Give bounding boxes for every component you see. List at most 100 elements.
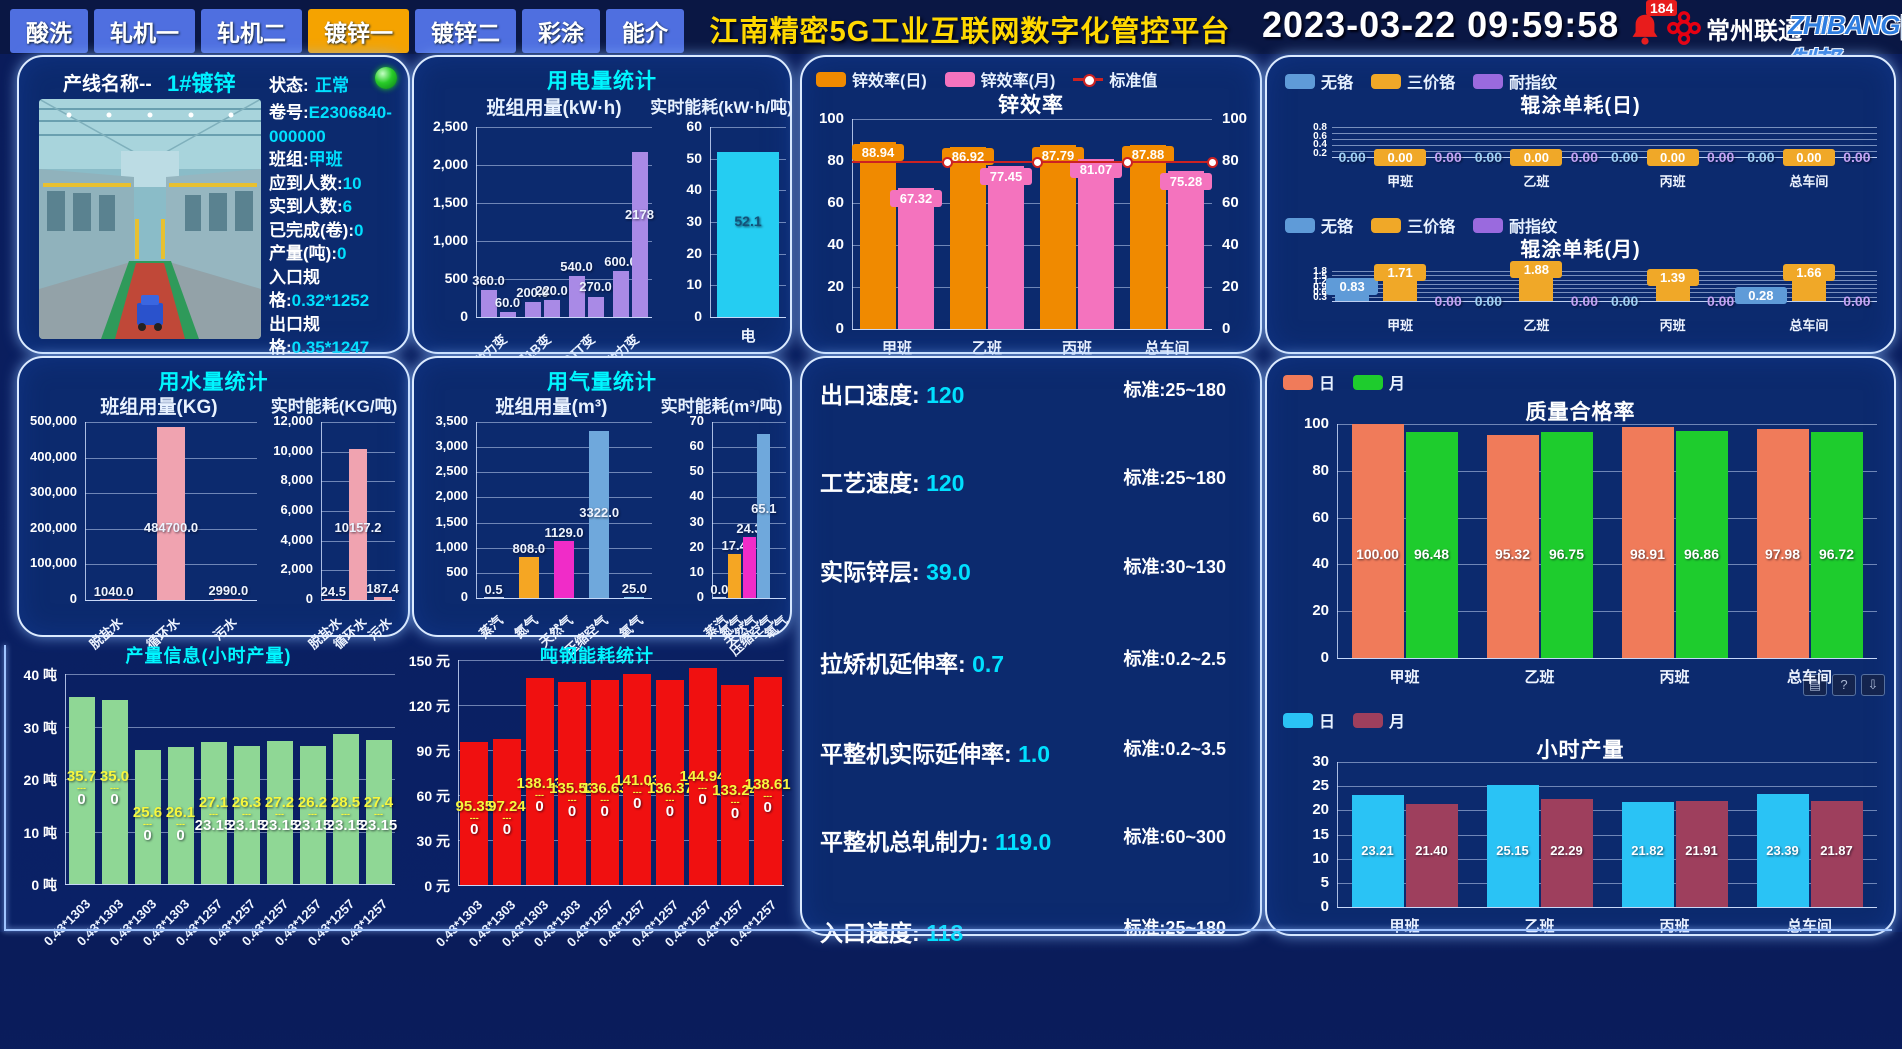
- gridline: [710, 127, 786, 128]
- gridline: [476, 165, 652, 166]
- param-row: 工艺速度: 120 标准:25~180: [820, 464, 1242, 496]
- bar-label: 23.15: [359, 817, 398, 834]
- y-tick: 1,500: [435, 513, 468, 529]
- production-info-title: 产量信息(小时产量): [125, 646, 292, 666]
- y-tick: 40: [689, 488, 704, 504]
- bar: [568, 276, 585, 317]
- legend-swatch: [1283, 374, 1313, 390]
- y-tick: 400,000: [30, 448, 77, 464]
- y-tick: 0: [69, 591, 77, 606]
- standard-dot: [942, 157, 953, 168]
- toolbox-download-icon[interactable]: ⇩: [1861, 674, 1885, 696]
- param-value: 118: [926, 920, 964, 946]
- bar: [68, 696, 95, 884]
- tab-能介[interactable]: 能介: [606, 9, 684, 53]
- y-tick: 15: [1312, 825, 1329, 843]
- tab-轧机一[interactable]: 轧机一: [94, 9, 195, 53]
- bar: [1405, 432, 1458, 658]
- y-tick: 0: [835, 320, 844, 337]
- zinc-legend: 锌效率(日) 锌效率(月) 标准值: [816, 67, 1157, 91]
- y-tick: 3,000: [435, 438, 468, 454]
- bar-label: 0.00: [1747, 149, 1775, 165]
- legend-item[interactable]: 月: [1353, 708, 1405, 732]
- line-field: 产量(吨):0: [269, 244, 347, 263]
- bar-label: 23.21: [1361, 843, 1394, 859]
- y-tick: 80: [827, 152, 844, 169]
- param-label: 出口速度:: [820, 382, 927, 408]
- gridline: [1337, 611, 1877, 613]
- bar: [727, 554, 741, 598]
- bar: [365, 740, 392, 884]
- gridline: [85, 422, 257, 423]
- line-camera-photo: [39, 99, 261, 339]
- alarm-bell-icon[interactable]: [1628, 12, 1662, 48]
- coating-day-title: 辊涂单耗(日): [1520, 95, 1641, 117]
- bar-label-chip: 1.71: [1374, 263, 1427, 281]
- line-name: 1#镀锌: [167, 71, 236, 96]
- tab-酸洗[interactable]: 酸洗: [10, 9, 88, 53]
- legend-item[interactable]: 月: [1353, 370, 1405, 394]
- roller-coating-panel: 无铬 三价铬 耐指纹 辊涂单耗(日) 无铬 三价铬 耐指纹 辊涂单耗(月) 0.8 0.6…: [1265, 55, 1896, 354]
- bar: [721, 685, 750, 885]
- legend-item[interactable]: 三价铬: [1371, 69, 1455, 93]
- bar-label: 138.13: [516, 775, 563, 792]
- gridline: [1332, 151, 1877, 152]
- ton-energy-title: 吨钢能耗统计: [540, 646, 654, 666]
- toolbox-help-icon[interactable]: ?: [1832, 674, 1856, 696]
- param-value: 1.0: [1018, 741, 1051, 767]
- legend-item[interactable]: 无铬: [1285, 213, 1353, 237]
- gridline: [476, 279, 652, 280]
- tab-轧机二[interactable]: 轧机二: [201, 9, 302, 53]
- legend-item[interactable]: 无铬: [1285, 69, 1353, 93]
- legend-item[interactable]: 锌效率(日): [816, 67, 927, 91]
- bar-label: 0.5: [484, 581, 503, 597]
- legend-item[interactable]: 锌效率(月): [944, 67, 1055, 91]
- param-standard: 标准:30~130: [1123, 557, 1226, 577]
- param-label: 入口速度:: [820, 920, 927, 946]
- gridline: [712, 598, 786, 599]
- legend-item[interactable]: 耐指纹: [1473, 69, 1557, 93]
- alarm-count-badge: 184: [1646, 0, 1678, 16]
- legend-swatch: [1371, 217, 1402, 233]
- bar: [1540, 431, 1593, 658]
- legend-swatch: [1283, 712, 1313, 728]
- y-tick: 30: [686, 213, 702, 229]
- legend-item[interactable]: 日: [1283, 370, 1335, 394]
- tab-彩涂[interactable]: 彩涂: [522, 9, 600, 53]
- param-value: 39.0: [926, 559, 971, 585]
- y-tick: 30: [1312, 753, 1329, 770]
- y-tick: 1,000: [435, 538, 468, 554]
- bar: [349, 449, 367, 600]
- y-tick: 60: [689, 438, 704, 454]
- bar-label: ---: [176, 819, 185, 829]
- bar-label-chip: 0.00: [1510, 149, 1563, 166]
- gridline: [476, 522, 652, 524]
- y-tick: 80: [1312, 461, 1329, 479]
- x-label: 乙班: [1524, 669, 1555, 686]
- legend-item[interactable]: 耐指纹: [1473, 213, 1557, 237]
- y-axis: [458, 660, 459, 885]
- legend-item[interactable]: 日: [1283, 708, 1335, 732]
- bar-label: 26.1: [165, 804, 196, 821]
- bar-label: 135.53: [549, 780, 596, 797]
- tab-镀锌二[interactable]: 镀锌二: [415, 9, 516, 53]
- bar: [631, 151, 648, 317]
- bar-label: 144.94: [679, 768, 726, 785]
- toolbox-data-view-icon[interactable]: ▤: [1803, 674, 1827, 696]
- water-panel: 用水量统计 班组用量(KG) 实时能耗(KG/吨) 0 100,000 200,00…: [17, 356, 410, 652]
- bar: [688, 667, 717, 885]
- legend-item[interactable]: 三价铬: [1371, 213, 1455, 237]
- param-standard: 标准:25~180: [1123, 918, 1226, 938]
- x-label: 甲班: [1387, 174, 1414, 189]
- legend-item[interactable]: 标准值: [1073, 67, 1157, 91]
- bar-label: 270.0: [579, 279, 612, 295]
- y-tick: 20: [686, 244, 702, 261]
- bar: [742, 536, 756, 598]
- x-label: 丙班: [1061, 340, 1092, 357]
- gridline: [458, 660, 784, 661]
- param-row: 实际锌层: 39.0 标准:30~130: [820, 553, 1242, 585]
- bar-label: 21.40: [1415, 843, 1448, 859]
- gridline: [458, 795, 784, 796]
- tab-镀锌一[interactable]: 镀锌一: [308, 9, 409, 53]
- bar-label: 0: [763, 799, 772, 816]
